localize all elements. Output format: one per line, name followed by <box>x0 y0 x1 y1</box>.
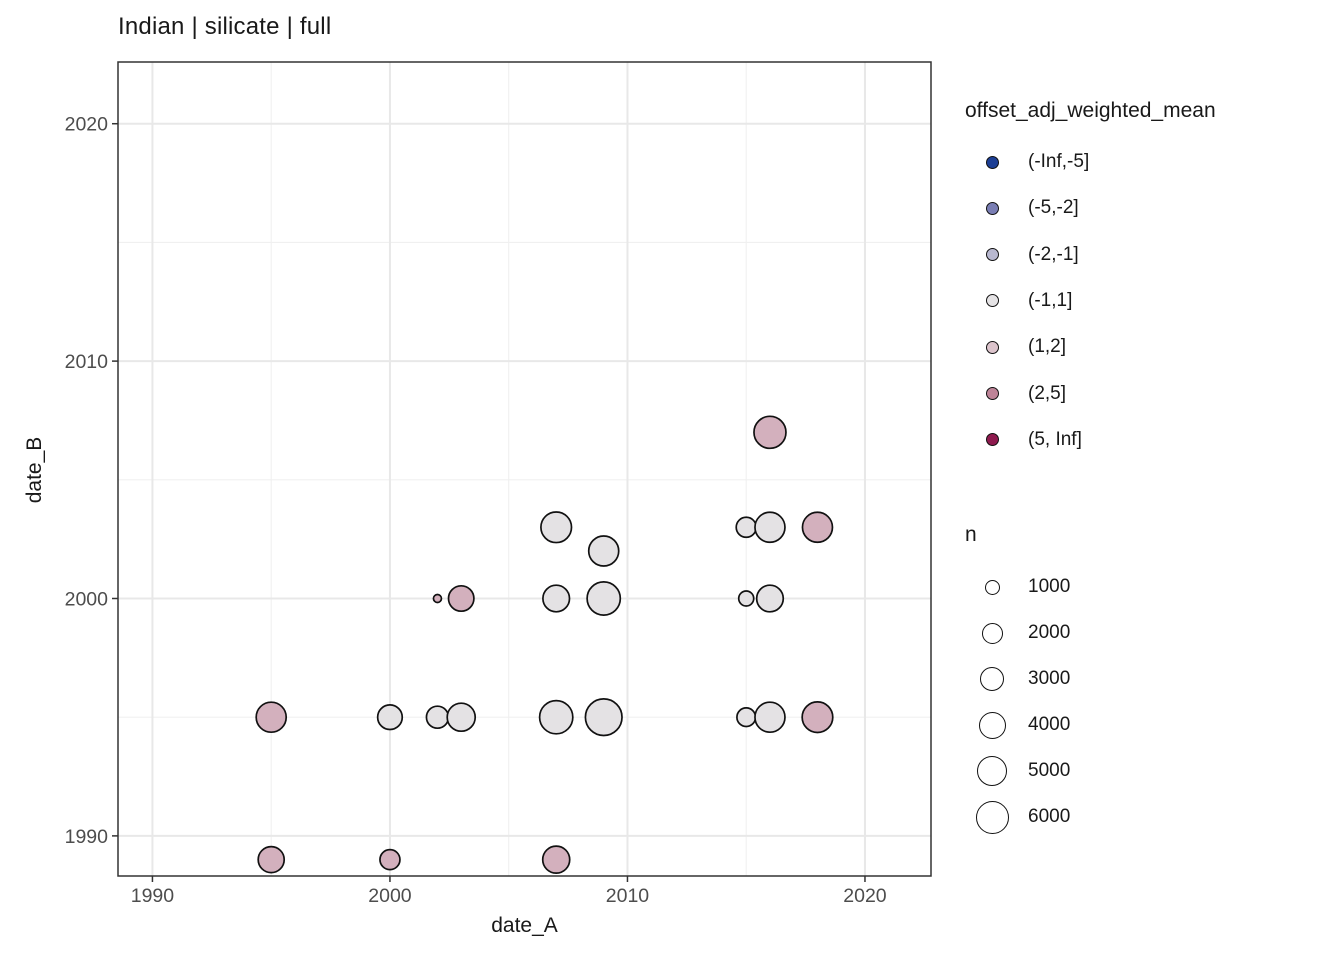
size-legend-item: 2000 <box>970 610 1070 656</box>
data-point <box>587 535 620 567</box>
legend-key-box <box>970 340 1014 354</box>
data-point <box>801 511 834 544</box>
legend-item-label: 5000 <box>1028 760 1071 781</box>
legend-item-label: 3000 <box>1028 668 1071 689</box>
color-legend-item: (-1,1] <box>970 278 1072 324</box>
chart-title: Indian | silicate | full <box>118 13 332 40</box>
data-point <box>446 702 477 733</box>
legend-key-circle <box>985 387 999 400</box>
data-point <box>379 848 401 871</box>
y-tick-label: 1990 <box>65 826 109 848</box>
color-legend: offset_adj_weighted_mean (-Inf,-5] (-5,-2… <box>965 99 1216 450</box>
color-legend-title: offset_adj_weighted_mean <box>965 99 1216 122</box>
data-point <box>432 593 443 604</box>
x-tick-label: 2020 <box>843 885 887 907</box>
legend-key-circle <box>985 340 999 354</box>
legend-key-box <box>970 433 1014 447</box>
size-legend-item: 5000 <box>970 748 1070 794</box>
legend-key-box <box>970 248 1014 262</box>
data-point <box>801 701 834 734</box>
legend-key-circle <box>985 433 999 447</box>
legend-size-circle <box>984 579 1000 595</box>
y-axis-title: date_B <box>23 436 46 504</box>
color-legend-item: (1,2] <box>970 324 1066 370</box>
legend-key-circle <box>985 201 999 215</box>
legend-item-label: (-Inf,-5] <box>1028 151 1090 172</box>
data-point <box>542 584 571 613</box>
x-tick-label: 2010 <box>606 885 650 907</box>
data-point <box>735 516 758 539</box>
data-point <box>754 701 786 734</box>
legend-item-label: 4000 <box>1028 714 1071 735</box>
data-point <box>736 707 757 728</box>
color-legend-item: (5, Inf] <box>970 417 1082 463</box>
size-legend: n 1000 2000 3000 4000 5000 6000 <box>965 523 1070 834</box>
y-tick-label: 2010 <box>65 351 109 373</box>
data-point <box>538 699 574 735</box>
color-legend-item: (-5,-2] <box>970 185 1079 231</box>
data-point <box>541 845 571 874</box>
data-point <box>754 511 786 544</box>
legend-key-box <box>970 294 1014 308</box>
legend-key-box <box>970 155 1014 169</box>
legend-item-label: 2000 <box>1028 622 1071 643</box>
color-legend-item: (-2,-1] <box>970 232 1079 278</box>
y-tick-label: 2020 <box>65 114 109 136</box>
size-legend-item: 6000 <box>970 794 1070 840</box>
legend-size-circle <box>975 800 1009 834</box>
legend-size-circle <box>978 711 1006 739</box>
panel <box>118 62 931 876</box>
panel-border <box>117 61 932 877</box>
legend-item-label: (1,2] <box>1028 336 1067 358</box>
data-point <box>257 845 286 874</box>
x-axis-title: date_A <box>491 914 558 937</box>
legend-item-label: (2,5] <box>1028 382 1067 404</box>
size-legend-item: 4000 <box>970 702 1070 748</box>
legend-key-box <box>970 579 1014 595</box>
data-point <box>255 701 288 734</box>
data-point <box>753 415 787 450</box>
data-point <box>586 581 622 616</box>
data-point <box>447 584 475 613</box>
size-legend-item: 3000 <box>970 656 1070 702</box>
legend-item-label: 1000 <box>1028 576 1071 597</box>
legend-item-label: (-5,-2] <box>1028 197 1079 219</box>
legend-key-box <box>970 711 1014 739</box>
size-legend-item: 1000 <box>970 564 1070 610</box>
data-point <box>755 584 785 613</box>
legend-key-box <box>970 800 1014 834</box>
legend-size-circle <box>981 622 1003 644</box>
legend-key-box <box>970 201 1014 215</box>
y-tick-label: 2000 <box>65 588 109 610</box>
legend-item-label: 6000 <box>1028 806 1071 827</box>
color-legend-item: (2,5] <box>970 371 1066 417</box>
legend-key-circle <box>985 294 999 308</box>
size-legend-title: n <box>965 523 977 546</box>
color-legend-item: (-Inf,-5] <box>970 139 1089 185</box>
data-point <box>425 705 450 730</box>
legend-key-box <box>970 756 1014 786</box>
x-tick-label: 2000 <box>368 885 412 907</box>
legend-key-box <box>970 622 1014 644</box>
data-point <box>584 698 623 737</box>
legend-item-label: (5, Inf] <box>1028 428 1082 450</box>
legend-size-circle <box>977 756 1007 786</box>
legend-key-circle <box>985 155 999 169</box>
x-tick-label: 1990 <box>131 885 175 907</box>
legend-key-circle <box>985 248 999 262</box>
data-point <box>376 704 404 731</box>
data-point <box>737 590 755 607</box>
legend-key-box <box>970 667 1014 691</box>
legend-item-label: (-2,-1] <box>1028 243 1079 265</box>
legend-size-circle <box>980 667 1004 691</box>
legend-item-label: (-1,1] <box>1028 289 1073 311</box>
legend-key-box <box>970 387 1014 400</box>
data-point <box>540 511 573 544</box>
